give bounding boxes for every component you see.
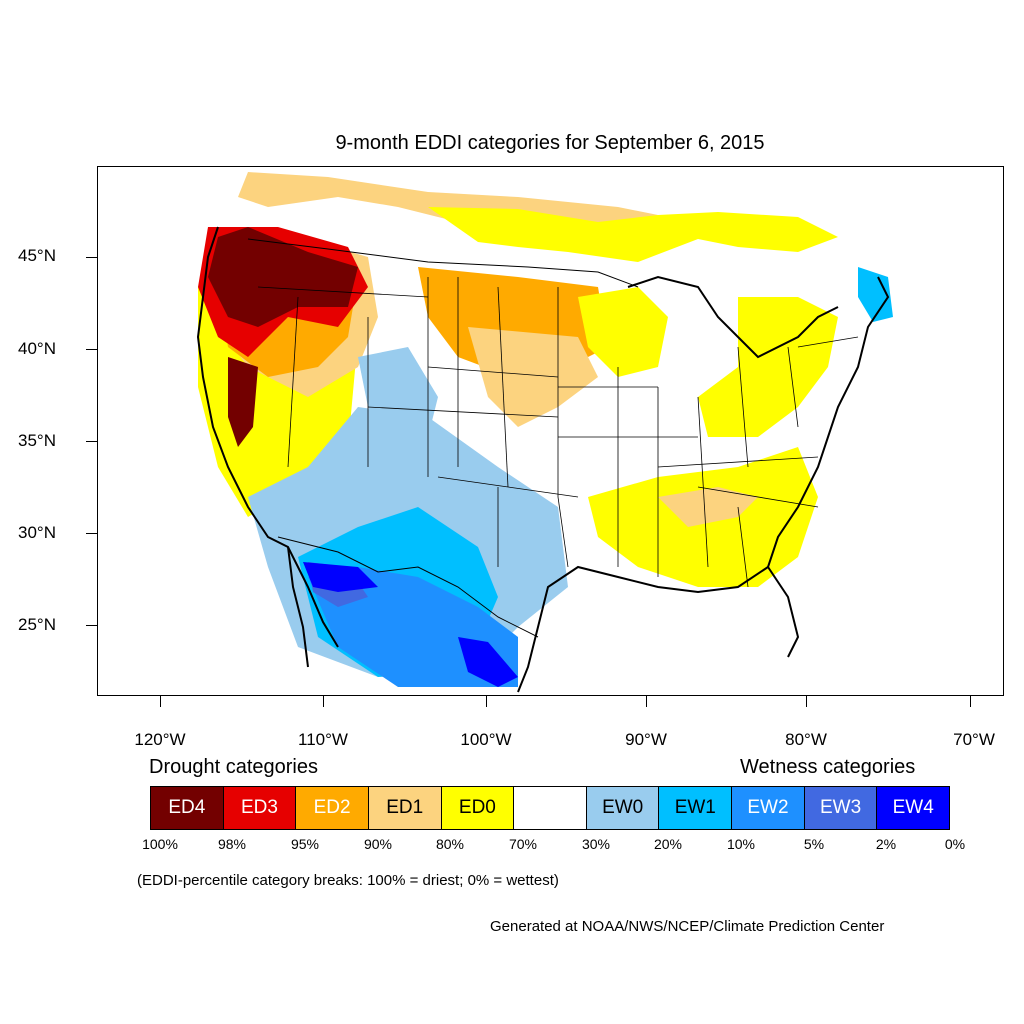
us-canada-border — [247, 238, 639, 288]
lon-tick-80 — [806, 696, 807, 707]
pct-break-0: 0% — [944, 836, 966, 852]
lon-tick-100 — [486, 696, 487, 707]
lat-tick-35 — [86, 441, 97, 442]
lon-label-120: 120°W — [134, 730, 186, 749]
lon-tick-70 — [970, 696, 971, 707]
legend-cell-normal — [514, 787, 587, 829]
mexico-border — [277, 536, 539, 638]
lat-tick-40 — [86, 349, 97, 350]
lat-label-40: 40°N — [18, 339, 56, 358]
map-title: 9-month EDDI categories for September 6,… — [335, 132, 765, 154]
lat-tick-45 — [86, 257, 97, 258]
gulf-coastline — [517, 565, 769, 693]
pct-break-100: 100% — [142, 836, 178, 852]
lon-label-100: 100°W — [460, 730, 512, 749]
pct-break-2: 2% — [875, 836, 897, 852]
legend-cell-ed4: ED4 — [151, 787, 224, 829]
region-ed1-southeast — [658, 487, 758, 527]
pct-break-90: 90% — [363, 836, 393, 852]
region-ew1-maine — [858, 267, 893, 322]
legend-cell-ed3: ED3 — [223, 787, 297, 829]
legend-bar: ED4 ED3 ED2 ED1 ED0 EW0 EW1 EW2 EW3 EW4 — [150, 786, 950, 830]
lon-tick-120 — [160, 696, 161, 707]
baja-coast — [287, 546, 309, 668]
region-ed0-greatlakes — [578, 287, 668, 377]
lat-label-30: 30°N — [18, 523, 56, 542]
drought-heading: Drought categories — [149, 756, 318, 778]
lat-tick-30 — [86, 533, 97, 534]
map-panel — [97, 166, 1004, 696]
pct-break-20: 20% — [653, 836, 683, 852]
pct-break-95: 95% — [290, 836, 320, 852]
credit-text: Generated at NOAA/NWS/NCEP/Climate Predi… — [490, 918, 885, 935]
atlantic-coastline — [766, 276, 890, 658]
pct-break-5: 5% — [803, 836, 825, 852]
lon-label-80: 80°W — [785, 730, 827, 749]
legend-cell-ew3: EW3 — [804, 787, 878, 829]
lat-tick-25 — [86, 625, 97, 626]
legend-cell-ew1: EW1 — [659, 787, 733, 829]
pct-break-98: 98% — [217, 836, 247, 852]
legend-cell-ew0: EW0 — [586, 787, 660, 829]
region-ew4-mexico-east — [458, 637, 518, 687]
lon-tick-90 — [646, 696, 647, 707]
legend-cell-ew4: EW4 — [877, 787, 950, 829]
region-ew4-gulf — [303, 562, 378, 592]
pacific-coastline — [196, 226, 339, 648]
lon-label-110: 110°W — [298, 730, 348, 749]
eddi-map — [196, 172, 893, 693]
legend-cell-ed2: ED2 — [296, 787, 369, 829]
lat-label-45: 45°N — [18, 246, 56, 265]
great-lakes-outline — [627, 275, 839, 359]
region-ed1-plains — [468, 327, 598, 427]
region-ed4-cascades — [228, 357, 258, 447]
region-ed0-canada — [428, 207, 838, 262]
lat-label-35: 35°N — [18, 431, 56, 450]
pct-break-80: 80% — [435, 836, 465, 852]
wetness-heading: Wetness categories — [740, 756, 916, 778]
pct-break-70: 70% — [508, 836, 538, 852]
category-note: (EDDI-percentile category breaks: 100% =… — [137, 872, 559, 889]
state-borders — [257, 277, 859, 588]
legend-cell-ed0: ED0 — [441, 787, 515, 829]
pct-break-30: 30% — [581, 836, 611, 852]
lat-label-25: 25°N — [18, 615, 56, 634]
legend-cell-ew2: EW2 — [732, 787, 805, 829]
region-ed4-northwest — [208, 227, 358, 327]
lon-label-70: 70°W — [953, 730, 995, 749]
pct-break-10: 10% — [726, 836, 756, 852]
lon-tick-110 — [323, 696, 324, 707]
legend-cell-ed1: ED1 — [368, 787, 442, 829]
lon-label-90: 90°W — [625, 730, 667, 749]
region-ew0-central — [358, 347, 438, 437]
